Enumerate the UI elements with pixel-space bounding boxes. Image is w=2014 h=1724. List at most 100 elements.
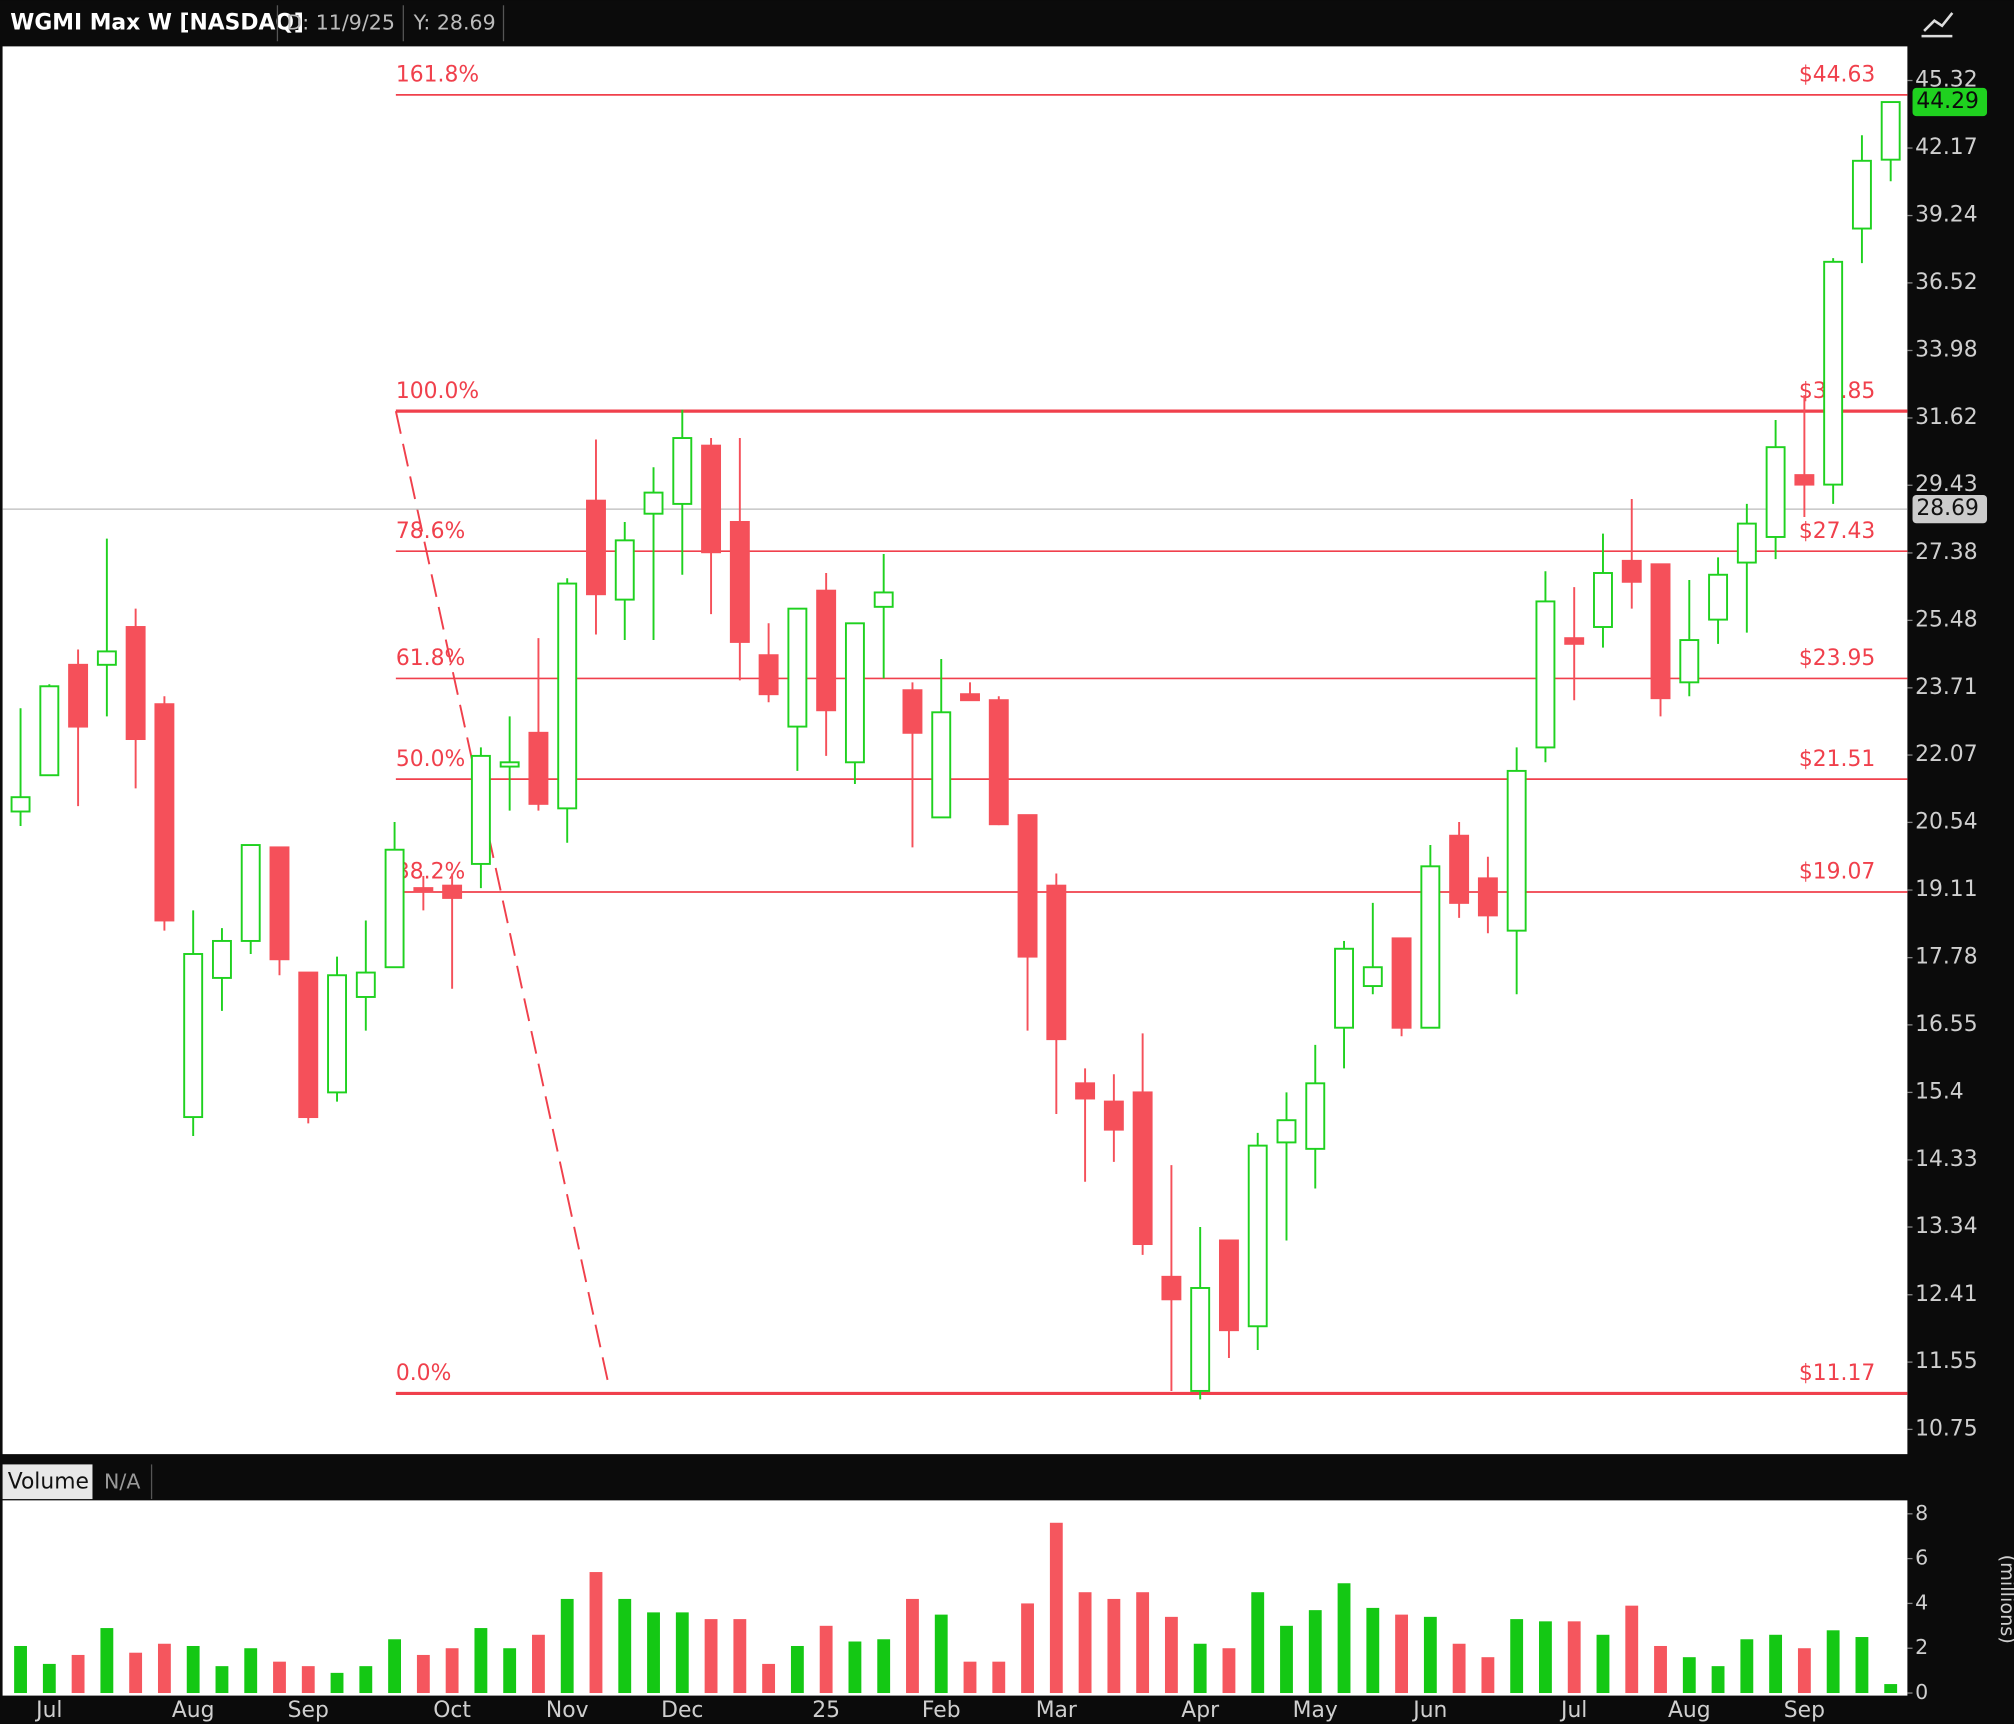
candle-body (902, 689, 923, 734)
volume-bar (647, 1612, 660, 1694)
volume-bar (1366, 1607, 1380, 1694)
candle-body (1794, 474, 1815, 486)
volume-bar (157, 1643, 171, 1694)
volume-header: Volume N/A (2, 1464, 153, 1500)
candle-body (960, 693, 980, 702)
candle-body (1593, 572, 1613, 628)
candle-body (1477, 877, 1498, 917)
y-tick-label: 31.62 (1915, 405, 1978, 430)
volume-bar (790, 1645, 804, 1694)
x-tick-label: Aug (1668, 1698, 1711, 1723)
volume-bar (388, 1639, 402, 1694)
volume-bar (1395, 1614, 1409, 1694)
candle-body (1708, 573, 1729, 621)
volume-axis-label: (millions) (1996, 1555, 2014, 1644)
volume-bar (589, 1572, 603, 1694)
volume-bar (1136, 1592, 1150, 1694)
candle-body (1276, 1119, 1297, 1144)
volume-bar (14, 1645, 27, 1694)
fib-level-label: 0.0% (396, 1361, 451, 1386)
volume-title: Volume (8, 1469, 89, 1494)
x-tick-label: Jun (1411, 1698, 1447, 1723)
volume-bar (934, 1614, 948, 1694)
volume-bar (1337, 1583, 1351, 1694)
y-tick-label: 25.48 (1915, 607, 1978, 632)
volume-bar (474, 1628, 488, 1694)
candle-body (1650, 563, 1671, 700)
volume-bar (560, 1598, 574, 1694)
crosshair-tag (1912, 494, 1988, 524)
y-tick-label: 19.11 (1915, 877, 1978, 902)
candle-body (729, 520, 750, 643)
volume-bar (675, 1612, 689, 1694)
fib-price-label: $19.07 (1799, 860, 1875, 885)
x-tick-label: Dec (661, 1698, 703, 1723)
y-tick-label: 10.75 (1915, 1416, 1978, 1441)
candle-body (125, 626, 146, 741)
volume-bar (1164, 1616, 1178, 1694)
x-tick-label: Jul (34, 1698, 62, 1723)
x-tick-label: Mar (1036, 1698, 1077, 1723)
last-price-tag (1912, 87, 1988, 117)
fib-level-label: 61.8% (396, 646, 465, 671)
volume-bar (42, 1663, 56, 1694)
fib-price-label: $21.51 (1799, 747, 1875, 772)
candle-body (1765, 446, 1786, 538)
candle-body (10, 796, 31, 813)
candle-body (557, 582, 578, 810)
candle-body (1305, 1082, 1326, 1150)
x-tick-label: May (1293, 1698, 1338, 1723)
candle-body (1679, 639, 1700, 684)
volume-bar (330, 1672, 344, 1694)
x-tick-label: Sep (1784, 1698, 1825, 1723)
candle-body (470, 754, 491, 865)
candle-body (1046, 884, 1067, 1041)
volume-bar (1251, 1592, 1265, 1694)
volume-bar (1797, 1648, 1811, 1694)
candle-body (873, 591, 894, 608)
volume-bar (1193, 1643, 1207, 1694)
volume-bar (733, 1619, 747, 1694)
date-readout: D: 11/9/25 (286, 10, 394, 34)
candle-body (1420, 865, 1441, 1029)
y-tick-label: 33.98 (1915, 337, 1978, 362)
volume-bar (1452, 1643, 1466, 1694)
volume-bar (1222, 1648, 1236, 1694)
candle-body (1506, 769, 1527, 932)
y-tick-label: 11.55 (1915, 1349, 1978, 1374)
fib-level-label: 50.0% (396, 747, 465, 772)
candle-body (758, 654, 779, 696)
volume-bar (1711, 1666, 1725, 1694)
candle-body (787, 607, 808, 728)
candle-body (1823, 260, 1844, 486)
volume-bar (301, 1666, 315, 1694)
volume-bar (1423, 1616, 1437, 1694)
y-tick-label: 20.54 (1915, 809, 1978, 834)
volume-y-tick-label: 0 (1915, 1680, 1928, 1704)
volume-bar (1021, 1603, 1034, 1694)
candle-body (1564, 637, 1585, 645)
volume-bar (963, 1661, 977, 1694)
drawing-tool-icon[interactable] (1921, 12, 1954, 38)
fib-price-label: $27.43 (1799, 519, 1875, 544)
candle-body (614, 539, 635, 601)
candle-body (154, 703, 175, 922)
candle-body (384, 848, 405, 969)
candle-body (1621, 559, 1642, 583)
volume-bar (1078, 1592, 1092, 1694)
y-tick-label: 39.24 (1915, 203, 1978, 228)
volume-y-tick-label: 2 (1915, 1635, 1928, 1659)
volume-bar (1049, 1522, 1063, 1694)
candle-body (211, 939, 232, 979)
volume-bar (1884, 1684, 1898, 1694)
y-tick-label: 27.38 (1915, 540, 1978, 565)
y-tick-label: 13.34 (1915, 1214, 1978, 1239)
candle-body (298, 971, 319, 1119)
candle-body (1103, 1100, 1124, 1131)
candle-body (528, 731, 549, 805)
x-tick-label: Apr (1181, 1698, 1219, 1723)
x-tick-label: Jul (1559, 1698, 1587, 1723)
volume-bar (359, 1666, 373, 1694)
volume-bar (762, 1663, 776, 1694)
candle-body (1391, 937, 1412, 1029)
